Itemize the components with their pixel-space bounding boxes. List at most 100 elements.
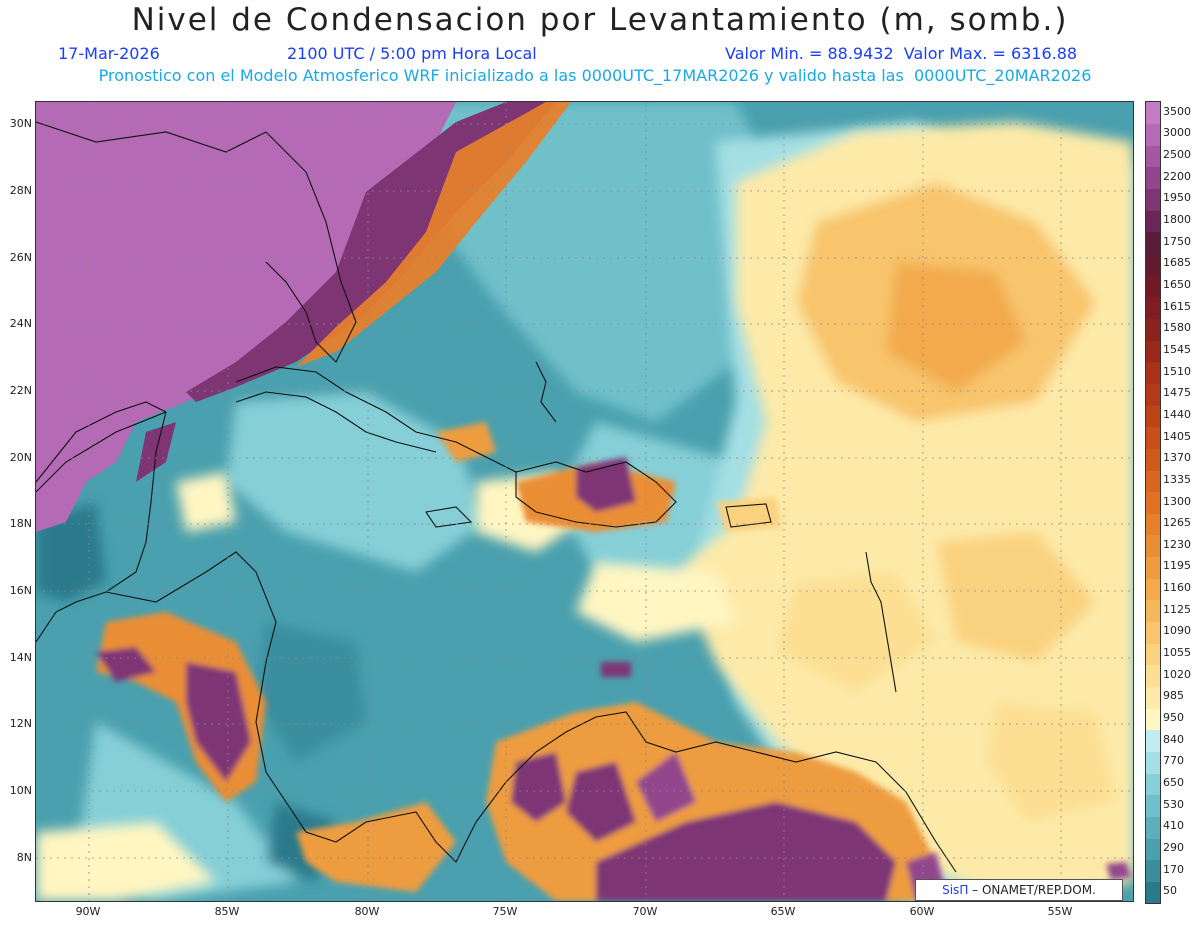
legend-label: 2500	[1163, 148, 1191, 162]
lon-label: 55W	[1047, 905, 1073, 918]
coastlines	[36, 121, 957, 873]
lon-label: 60W	[909, 905, 935, 918]
legend-swatch	[1146, 448, 1160, 471]
legend-label: 985	[1163, 689, 1184, 703]
legend-swatch	[1146, 578, 1160, 601]
legend-label: 1160	[1163, 581, 1191, 595]
forecast-date: 17-Mar-2026	[58, 44, 160, 63]
legend-swatch	[1146, 599, 1160, 623]
legend-swatch	[1146, 340, 1160, 363]
legend-swatch	[1146, 253, 1160, 276]
legend-swatch	[1146, 145, 1160, 168]
high-lcl-east	[36, 122, 1133, 901]
min-max-values: Valor Min. = 88.9432 Valor Max. = 6316.8…	[725, 44, 1078, 63]
legend-swatch	[1146, 751, 1160, 774]
legend-label: 1055	[1163, 646, 1191, 660]
legend-label: 1475	[1163, 386, 1191, 400]
lat-label: 22N	[9, 384, 32, 397]
map-panel	[35, 101, 1134, 902]
legend-swatch	[1146, 794, 1160, 817]
legend-label: 770	[1163, 754, 1184, 768]
legend-label: 1300	[1163, 494, 1191, 508]
legend-swatch	[1146, 708, 1160, 731]
legend-label: 1090	[1163, 624, 1191, 638]
map-title: Nivel de Condensacion por Levantamiento …	[131, 2, 1069, 38]
legend-swatch	[1146, 643, 1160, 666]
credit-text: – ONAMET/REP.DOM.	[968, 883, 1096, 897]
lat-label: 18N	[9, 517, 32, 530]
lon-label: 70W	[632, 905, 658, 918]
legend-label: 1750	[1163, 234, 1191, 248]
legend-swatch	[1146, 426, 1160, 449]
credit-box: SisΠ – ONAMET/REP.DOM.	[915, 879, 1123, 901]
lat-label: 10N	[9, 784, 32, 797]
legend-swatch	[1146, 686, 1160, 709]
credit-brand: SisΠ	[942, 883, 969, 897]
legend-label: 1800	[1163, 213, 1191, 227]
legend-label: 1685	[1163, 256, 1191, 270]
legend-swatch	[1146, 296, 1160, 319]
legend-swatch	[1146, 470, 1160, 493]
lon-label: 85W	[214, 905, 240, 918]
lat-label: 30N	[9, 117, 32, 130]
legend-label: 1405	[1163, 429, 1191, 443]
legend-swatch	[1146, 102, 1160, 125]
legend-swatch	[1146, 838, 1160, 861]
legend-label: 1650	[1163, 278, 1191, 291]
legend-swatch	[1146, 664, 1160, 687]
legend-label: 1230	[1163, 537, 1191, 551]
legend-swatch	[1146, 556, 1160, 579]
legend-swatch	[1146, 773, 1160, 796]
legend-swatch	[1146, 275, 1160, 298]
legend-swatch	[1146, 816, 1160, 839]
legend-label: 950	[1163, 710, 1184, 724]
legend-swatch	[1146, 729, 1160, 752]
legend-label: 50	[1163, 884, 1177, 898]
legend-swatch	[1146, 318, 1160, 341]
high-lcl-central-america	[96, 612, 456, 892]
lat-label: 8N	[16, 851, 32, 864]
legend-label: 170	[1163, 862, 1184, 876]
legend-swatch	[1146, 188, 1160, 211]
legend-swatch	[1146, 881, 1160, 904]
legend-label: 1370	[1163, 451, 1191, 465]
legend-label: 290	[1163, 840, 1184, 854]
legend-swatch	[1146, 513, 1160, 536]
legend-swatch	[1146, 491, 1160, 514]
legend-swatch	[1146, 383, 1160, 406]
legend-label: 840	[1163, 732, 1184, 746]
legend-label: 1265	[1163, 516, 1191, 530]
lat-label: 26N	[9, 251, 32, 264]
legend-label: 1545	[1163, 342, 1191, 356]
legend-label: 1440	[1163, 407, 1191, 421]
legend-swatch	[1146, 166, 1160, 190]
legend-label: 1510	[1163, 364, 1191, 378]
legend-swatch	[1146, 621, 1160, 644]
lat-label: 24N	[9, 317, 32, 330]
lat-label: 28N	[9, 184, 32, 197]
legend-swatch	[1146, 123, 1160, 146]
lon-label: 65W	[770, 905, 796, 918]
model-info-line: Pronostico con el Modelo Atmosferico WRF…	[98, 66, 1092, 85]
legend-label: 1950	[1163, 191, 1191, 205]
legend-swatch	[1146, 405, 1160, 428]
legend-swatch	[1146, 231, 1160, 255]
legend-swatch	[1146, 361, 1160, 384]
lon-label: 80W	[354, 905, 380, 918]
legend-label: 1615	[1163, 299, 1191, 313]
legend-label: 2200	[1163, 169, 1191, 183]
lat-label: 16N	[9, 584, 32, 597]
legend-label: 530	[1163, 797, 1184, 811]
legend-label: 1020	[1163, 667, 1191, 681]
legend-label: 1335	[1163, 472, 1191, 486]
legend-swatch	[1146, 534, 1160, 558]
legend-label: 650	[1163, 775, 1184, 789]
legend-label: 1580	[1163, 321, 1191, 335]
lat-label: 12N	[9, 717, 32, 730]
legend-label: 1195	[1163, 559, 1191, 573]
lat-label: 20N	[9, 451, 32, 464]
lat-label: 14N	[9, 651, 32, 664]
legend-swatch	[1146, 859, 1160, 882]
legend-label: 410	[1163, 819, 1184, 833]
color-legend	[1145, 101, 1161, 904]
